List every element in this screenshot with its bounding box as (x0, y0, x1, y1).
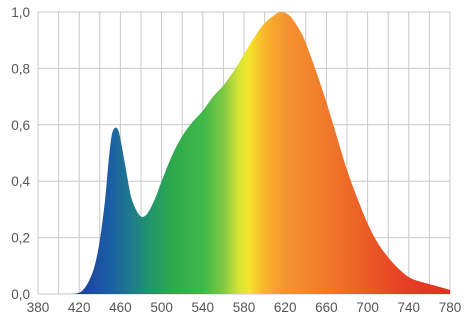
x-tick-label: 380 (27, 300, 50, 315)
x-tick-label: 780 (439, 300, 462, 315)
spectrum-area (38, 11, 450, 295)
x-tick-label: 540 (192, 300, 215, 315)
x-tick-label: 460 (109, 300, 132, 315)
x-tick-label: 500 (150, 300, 173, 315)
y-tick-label: 0,8 (11, 61, 30, 76)
y-tick-label: 0,6 (11, 118, 30, 133)
chart-plot-area (38, 11, 450, 295)
y-tick-label: 0,0 (11, 287, 30, 302)
y-tick-label: 1,0 (11, 5, 30, 20)
x-tick-label: 620 (274, 300, 297, 315)
x-tick-label: 740 (398, 300, 421, 315)
x-tick-label: 700 (356, 300, 379, 315)
x-tick-label: 420 (68, 300, 91, 315)
y-tick-label: 0,2 (11, 231, 30, 246)
x-tick-label: 580 (233, 300, 256, 315)
y-tick-label: 0,4 (11, 174, 30, 189)
x-axis-tick-labels: 380 420 460 500 540 580 620 660 700 740 780 (27, 300, 462, 315)
x-tick-label: 660 (315, 300, 338, 315)
y-axis-tick-labels: 0,0 0,2 0,4 0,6 0,8 1,0 (11, 5, 30, 302)
